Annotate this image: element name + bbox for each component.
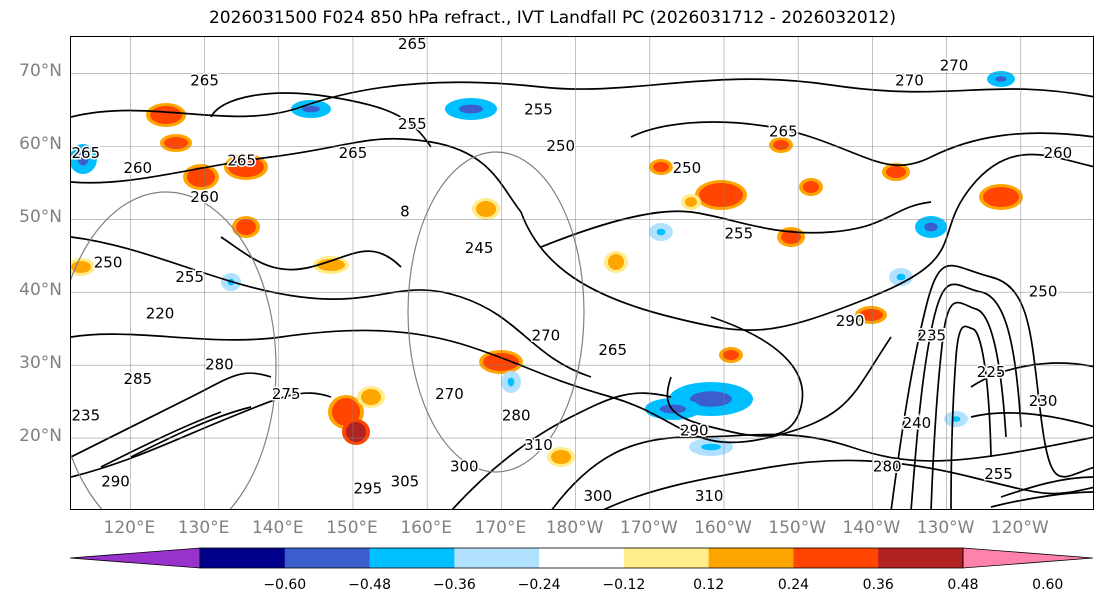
contour-label: 250 [673,159,702,177]
longitude-label: 180°W [545,518,604,538]
longitude-label: 160°E [400,518,453,538]
contour-label: 255 [984,465,1013,483]
contour-label: 260 [123,159,152,177]
map-panel: 265 265 270 270 255 255 265 265 260 265 265 250 250 2… [70,36,1094,510]
latitude-label: 70°N [19,61,62,82]
longitude-label: 120°E [103,518,156,538]
colorbar-tick-label: −0.12 [602,577,646,593]
colorbar-extend-high [962,547,1094,569]
contour-label: 290 [836,312,865,330]
contour-label: 265 [769,122,798,140]
latitude-label: 20°N [19,426,62,447]
contour-label: 250 [546,137,575,155]
contour-label: 275 [272,385,301,403]
longitude-label: 130°E [177,518,230,538]
colorbar-tick-label: 0.60 [1032,577,1064,593]
contour-label: 265 [339,144,368,162]
contour-label: 265 [72,144,101,162]
latitude-label: 40°N [19,280,62,301]
contour-label: 280 [873,458,902,476]
colorbar-segment [793,548,879,568]
latitude-label: 30°N [19,353,62,374]
colorbar-tick-label: −0.48 [348,577,391,593]
contour-label: 255 [725,224,754,242]
colorbar-tick-label: 0.24 [777,577,810,593]
contour-label-layer: 265 265 270 270 255 255 265 265 260 265 265 250 250 2… [71,37,1074,506]
contour-label: 8 [400,203,410,221]
contour-label: 255 [524,100,553,118]
colorbar-segment [369,548,455,568]
contour-label: 235 [72,407,101,425]
colorbar-segment [284,548,371,568]
contour-label: 270 [435,385,464,403]
contour-label: 270 [940,57,969,75]
contour-label: 310 [524,436,553,454]
contour-label: 280 [502,407,531,425]
ivt-contour-layer [71,78,1093,509]
refractivity-fill-layer [71,71,1023,467]
longitude-label: 160°W [694,518,752,538]
colorbar-tick-label: −0.24 [517,577,561,593]
colorbar-segment [878,548,964,568]
map-title: 2026031500 F024 850 hPa refract., IVT La… [208,8,896,28]
colorbar-segment [454,548,540,568]
contour-label: 240 [903,414,932,432]
colorbar-tick-label: 0.48 [947,577,979,593]
colorbar-segment [539,548,625,568]
contour-label: 285 [123,370,152,388]
contour-label: 250 [94,254,123,272]
contour-label: 270 [895,71,924,89]
colorbar-segment [708,548,794,568]
colorbar-tick-label: 0.12 [693,577,725,593]
contour-label: 280 [205,356,234,374]
landfall-region-circles [71,151,585,509]
longitude-label: 140°W [842,518,901,538]
contour-label: 290 [680,421,709,439]
colorbar-tick-label: 0.36 [862,577,894,593]
contour-label: 260 [1044,144,1073,162]
map-canvas: 265 265 270 270 255 255 265 265 260 265 265 250 250 2… [71,37,1093,509]
longitude-label: 130°W [916,518,975,538]
longitude-label: 120°W [990,518,1049,538]
longitude-label: 170°W [619,518,678,538]
contour-label: 300 [584,487,613,505]
lat-lon-gridlines [71,37,1093,509]
colorbar-tick-label: −0.36 [432,577,476,593]
contour-label: 245 [465,239,494,257]
longitude-label: 150°E [326,518,378,538]
colorbar-segment [623,548,710,568]
colorbar-tick-label: −0.60 [263,577,307,593]
colorbar-segment [200,548,286,568]
contour-label: 225 [977,363,1006,381]
contour-label: 295 [353,480,382,498]
contour-label: 255 [175,268,204,286]
contour-label: 265 [227,151,256,169]
contour-label: 250 [1029,283,1058,301]
latitude-label: 50°N [19,207,62,228]
contour-label: 300 [450,458,479,476]
contour-label: 265 [398,37,427,53]
longitude-label: 140°E [251,518,304,538]
longitude-label: 170°E [474,518,527,538]
contour-label: 230 [1029,392,1058,410]
contour-label: 290 [101,472,130,490]
contour-label: 220 [146,305,175,323]
contour-label: 260 [190,188,219,206]
colorbar [69,547,1094,569]
longitude-label: 150°W [768,518,827,538]
contour-label: 310 [695,487,724,505]
contour-label: 270 [532,326,561,344]
contour-label: 255 [398,115,427,133]
contour-label: 305 [391,472,420,490]
contour-label: 265 [598,341,627,359]
contour-label: 235 [917,326,946,344]
latitude-label: 60°N [19,134,62,155]
colorbar-extend-low [69,547,201,569]
contour-label: 265 [190,71,219,89]
